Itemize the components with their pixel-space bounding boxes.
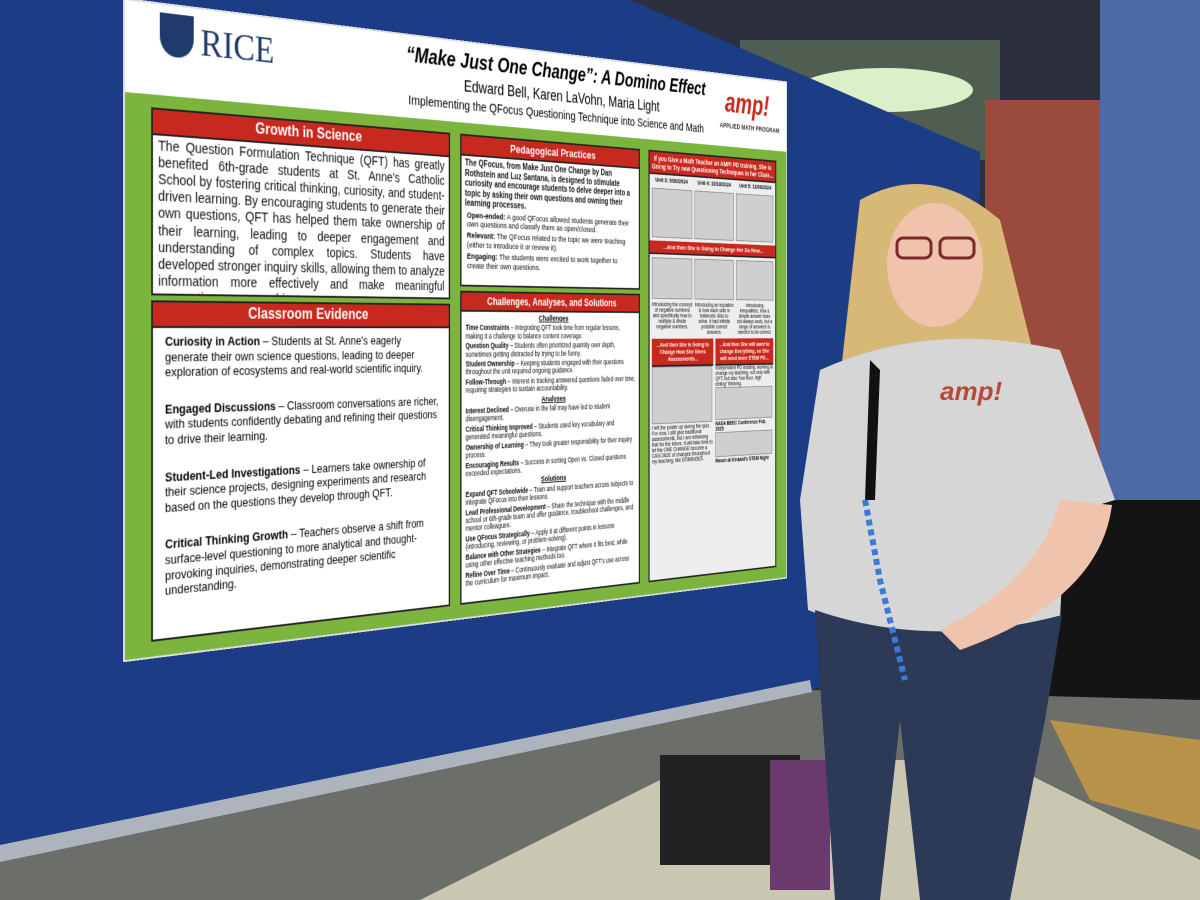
list-item: Critical Thinking Growth – Teachers obse… [165,515,439,598]
evidence-box: Classroom Evidence Curiosity in Action –… [151,300,450,642]
section-heading: ...And then She is Going to Change How S… [652,339,713,367]
math-box: If you Give a Math Teacher an AMP! PD tr… [648,150,776,583]
captions: Introducing the concept of negative numb… [650,302,776,336]
evidence-list: Curiosity in Action – Students at St. An… [153,328,449,628]
photo [736,260,773,300]
list-item: Question Quality – Students often priori… [466,341,636,358]
section-heading: ...And then She will want to change Ever… [715,338,773,365]
caption: Introducing the concept of negative numb… [652,302,693,336]
photo [652,188,693,239]
poster: RICE “Make Just One Change”: A Domino Ef… [125,0,786,660]
stem-col: ...And then She will want to change Ever… [715,338,773,464]
do-now-photos [650,254,776,304]
item-term: Ownership of Learning [466,441,524,452]
assess-col: ...And then She is Going to Change How S… [652,339,713,469]
cas-list: Challenges Time Constraints – Integrating… [462,313,639,588]
blue-wall [1100,0,1200,520]
section-body: The Question Formulation Technique (QFT)… [153,135,449,299]
list-item: Engaging: The students were excited to w… [467,253,634,276]
subheading: Challenges [466,313,636,323]
list-item: Student-Led Investigations – Learners ta… [165,455,439,516]
caption: Introducing an equation & how each side … [695,303,734,336]
worksheets [650,184,776,245]
program: APPLIED MATH PROGRAM [720,121,780,135]
section-body: Independent PD reading, working to chang… [715,365,773,388]
item-term: Curiosity in Action [165,334,260,349]
photo [695,191,734,241]
cas-box: Challenges, Analyses, and Solutions Chal… [460,291,640,605]
photo [652,257,693,299]
item-term: Question Quality [466,342,509,350]
caption: Introducing inequalities, how a simple a… [736,303,773,335]
photo [652,366,712,425]
photo [715,386,772,420]
practices-list: Open-ended: A good QFocus allowed studen… [462,211,639,276]
growth-box: Growth in Science The Question Formulati… [151,107,450,299]
photo [736,193,773,242]
rice-shield [160,12,194,59]
section-heading: Classroom Evidence [153,302,449,328]
item-term: Time Constraints [466,324,510,332]
list-item: Time Constraints – Integrating QFT took … [466,324,636,340]
section-body: I left the poster up during the quiz. Fo… [652,423,713,465]
bottom-row: ...And then She is Going to Change How S… [650,335,776,471]
photo [715,430,772,458]
practices-box: Pedagogical Practices The QFocus, from M… [460,134,640,290]
shirt-text: amp! [940,376,1002,406]
list-item: Student Ownership – Keeping students eng… [466,358,636,377]
item-text: – Teachers observe a shift from surface-… [165,516,424,598]
amp-logo: amp! [725,86,769,123]
logo: RICE [200,19,274,72]
photo [695,259,734,300]
list-item: Curiosity in Action – Students at St. An… [165,334,439,380]
face [887,203,983,327]
bag [770,760,830,890]
list-item: Engaged Discussions – Classroom conversa… [165,394,439,448]
section-heading: Challenges, Analyses, and Solutions [462,292,639,313]
